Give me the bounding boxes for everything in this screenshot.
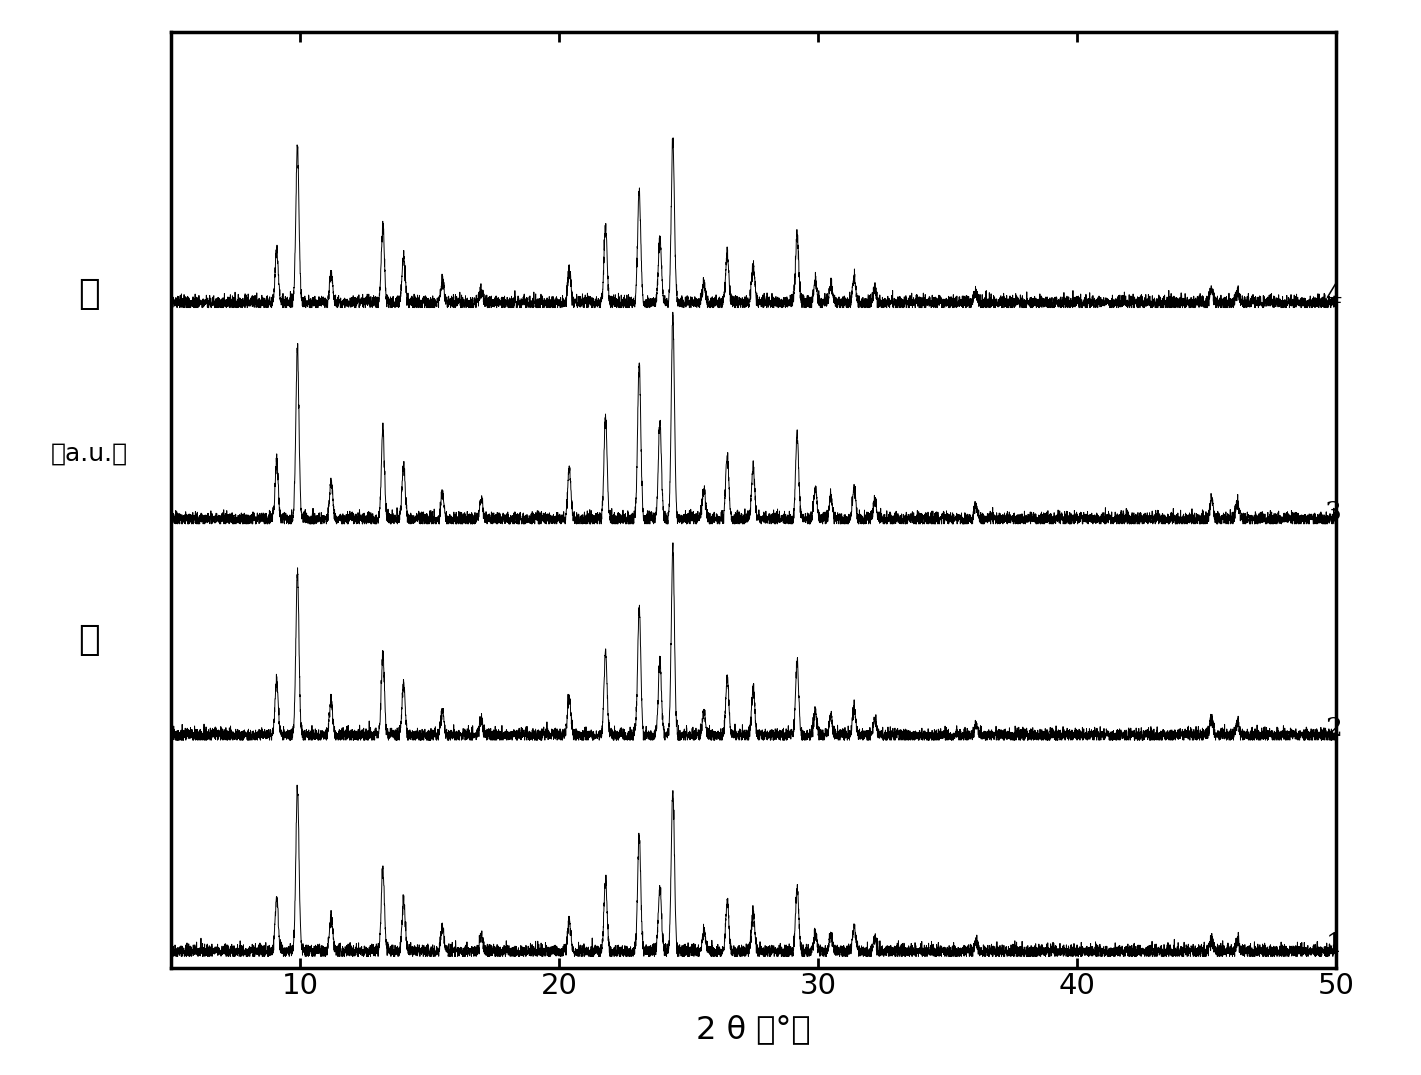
Text: 4: 4 — [1326, 284, 1341, 309]
Text: 3: 3 — [1326, 500, 1343, 525]
Text: （a.u.）: （a.u.） — [50, 441, 128, 465]
Text: 強: 強 — [78, 277, 99, 311]
Text: 度: 度 — [78, 624, 99, 657]
X-axis label: 2 θ （°）: 2 θ （°） — [696, 1014, 810, 1045]
Text: 2: 2 — [1326, 716, 1343, 741]
Text: 1: 1 — [1326, 932, 1341, 957]
